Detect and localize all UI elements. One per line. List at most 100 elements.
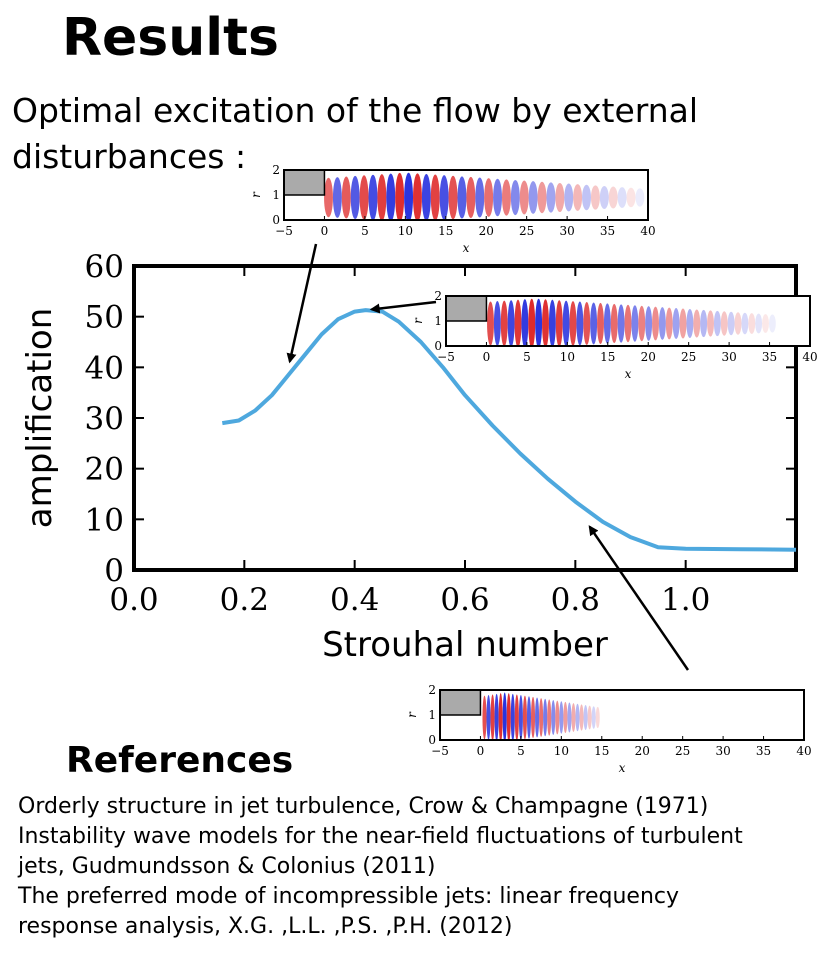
wave-band (597, 302, 604, 345)
wave-band (486, 695, 491, 740)
wave-band (521, 299, 529, 346)
wave-band (617, 304, 625, 343)
wave-band (587, 705, 592, 730)
wave-pattern (487, 298, 776, 346)
wave-band (507, 300, 515, 346)
wave-band (531, 696, 536, 739)
wave-band (665, 307, 673, 340)
wave-band (599, 185, 609, 210)
inset-y-tick-label: 2 (428, 683, 436, 697)
wave-band (466, 176, 476, 219)
x-tick-label: 0.0 (109, 582, 158, 618)
inset-x-tick-label: 10 (554, 744, 569, 758)
wave-band (501, 179, 511, 216)
inset-x-tick-label: 40 (640, 224, 655, 238)
wave-band (482, 695, 487, 740)
inset-x-tick-label: 30 (715, 744, 730, 758)
nozzle-block (283, 169, 326, 196)
wave-band (510, 179, 520, 216)
inset-background (440, 690, 804, 740)
wave-band (624, 304, 632, 343)
wave-band (608, 186, 618, 209)
inset-x-tick-label: 5 (361, 224, 369, 238)
wave-band (575, 703, 580, 732)
wave-band (487, 301, 494, 346)
inset-x-tick-label: 20 (635, 744, 650, 758)
wave-band (551, 700, 556, 735)
y-tick-label: 20 (85, 452, 124, 488)
inset-y-tick-label: 1 (272, 188, 280, 202)
wave-band (404, 172, 414, 220)
inset-x-label: x (463, 241, 470, 255)
wave-band (652, 306, 659, 341)
y-tick-label: 30 (85, 401, 124, 437)
slide-title: Results (62, 8, 279, 68)
wave-band (579, 704, 584, 731)
wave-band (475, 177, 485, 218)
wave-pattern (482, 692, 600, 740)
inset-x-tick-label: 10 (560, 350, 575, 364)
reference-item: Instability wave models for the near-fie… (18, 824, 743, 879)
wave-band (679, 308, 687, 339)
wave-band (727, 311, 735, 336)
wave-band (543, 698, 548, 737)
wave-band (686, 308, 694, 339)
wave-band (755, 313, 763, 334)
x-axis-label: Strouhal number (322, 625, 608, 665)
wave-band (562, 300, 570, 346)
inset-x-tick-label: 30 (721, 350, 736, 364)
y-tick-label: 0 (104, 553, 124, 589)
wave-band (720, 311, 728, 336)
inset-x-tick-label: 25 (681, 350, 696, 364)
reference-item: The preferred mode of incompressible jet… (18, 884, 679, 939)
wave-band (595, 706, 600, 729)
wave-band (539, 698, 544, 737)
y-tick-label: 10 (85, 502, 124, 538)
wave-band (741, 312, 749, 335)
y-tick-label: 60 (85, 249, 124, 285)
inset-x-tick-label: 25 (519, 224, 534, 238)
wave-band (748, 313, 756, 334)
reference-item: Orderly structure in jet turbulence, Cro… (18, 794, 709, 819)
amplification-line (221, 308, 797, 552)
inset-x-tick-label: 40 (802, 350, 817, 364)
inset-x-tick-label: 5 (523, 350, 531, 364)
wave-band (762, 314, 769, 333)
wave-band (448, 175, 458, 220)
inset-x-tick-label: 10 (398, 224, 413, 238)
wave-band (421, 173, 431, 220)
wave-band (535, 298, 543, 346)
wave-band (563, 701, 568, 734)
inset-x-tick-label: 30 (559, 224, 574, 238)
inset-x-tick-label: −5 (437, 350, 455, 364)
wave-band (555, 300, 563, 346)
inset-y-tick-label: 0 (434, 339, 442, 353)
wave-band (591, 706, 596, 729)
wave-band (502, 692, 507, 740)
wave-band (645, 306, 653, 341)
x-tick-label: 0.2 (220, 582, 269, 618)
wave-band (490, 694, 495, 740)
wave-band (700, 309, 708, 338)
inset-x-tick-label: 15 (594, 744, 609, 758)
nozzle-block (445, 295, 488, 322)
y-axis-label: amplification (20, 308, 60, 529)
arrow-inset-high (588, 525, 690, 671)
wave-band (528, 181, 538, 214)
wave-band (324, 177, 333, 218)
wave-band (567, 702, 572, 733)
wave-band (526, 696, 531, 739)
y-tick-label: 40 (85, 350, 124, 386)
wave-band (707, 310, 714, 337)
wave-band (510, 693, 515, 740)
wave-band (564, 183, 574, 212)
x-tick-label: 0.4 (330, 582, 379, 618)
wave-band (610, 303, 618, 344)
inset-y-tick-label: 2 (272, 163, 280, 177)
arrow-inset-low (286, 243, 318, 364)
wave-band (559, 701, 564, 734)
inset-x-tick-label: 40 (796, 744, 811, 758)
